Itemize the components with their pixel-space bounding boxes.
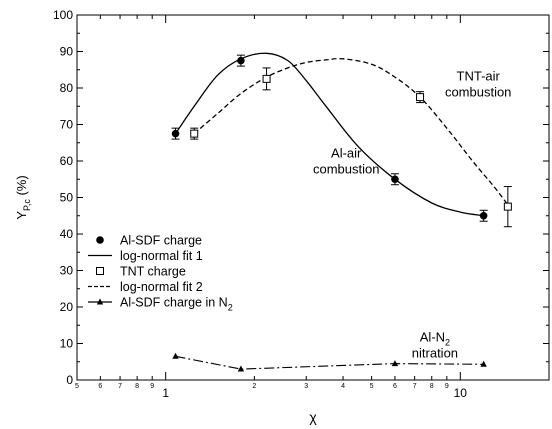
legend-marker (96, 267, 104, 275)
legend-label-text: TNT charge (120, 265, 186, 279)
annotation-line: combustion (313, 161, 379, 176)
y-title-subscript: P,c (22, 199, 32, 211)
x-minor-tick-label: 7 (118, 383, 122, 390)
annotation-line: Al-air (331, 145, 362, 160)
x-minor-tick-label: 8 (430, 383, 434, 390)
x-major-tick-label: 1 (162, 386, 169, 400)
annotation-text: Al-N2 (420, 330, 450, 348)
y-tick-label: 0 (66, 373, 73, 387)
annotation-text: combustion (313, 161, 379, 176)
annotation-line: TNT-air (457, 69, 501, 84)
y-tick-label: 40 (60, 227, 74, 241)
y-tick-label: 60 (60, 154, 74, 168)
x-axis: 1 10 5 6 7 8 9 2 3 4 5 6 7 8 9 (75, 15, 550, 400)
annotations: TNT-aircombustionAl-aircombustionAl-N2ni… (313, 69, 511, 361)
fit-curves (174, 52, 509, 370)
x-axis-title: χ (309, 409, 317, 425)
y-tick-label: 50 (60, 191, 74, 205)
x-minor-tick-label: 2 (252, 383, 256, 390)
data-point-filled-triangle (237, 365, 245, 372)
x-minor-tick-label: 3 (304, 383, 308, 390)
data-point-filled-circle (237, 56, 245, 65)
data-markers (171, 54, 512, 372)
data-point-open-square (503, 202, 512, 211)
y-tick-label: 100 (53, 8, 73, 22)
data-point-filled-triangle (480, 360, 487, 367)
x-minor-tick-label: 5 (370, 383, 374, 390)
data-point-filled-triangle (172, 352, 179, 359)
series-line-dashed (193, 57, 509, 206)
data-point-filled-triangle (391, 360, 399, 367)
y-axis: 0 10 20 30 40 50 60 70 80 90 100 (53, 8, 549, 387)
y-tick-label: 90 (60, 45, 74, 59)
legend-label-text: log-normal fit 1 (120, 249, 203, 263)
legend-label: TNT charge (120, 265, 186, 279)
legend-label: log-normal fit 2 (120, 280, 203, 294)
data-point-filled-circle (479, 211, 488, 220)
x-minor-tick-label: 4 (341, 383, 345, 390)
data-point-filled-circle (391, 175, 399, 184)
annotation-line: nitration (412, 346, 458, 361)
legend-label: Al-SDF charge in N2 (120, 296, 233, 313)
x-minor-tick-label: 9 (150, 383, 154, 390)
annotation-subscript: 2 (445, 338, 450, 348)
y-axis-title: YP,c (%) (14, 175, 32, 219)
annotation-text: nitration (412, 346, 458, 361)
annotation-text: TNT-air (457, 69, 501, 84)
legend-label: Al-SDF charge (120, 234, 202, 248)
y-tick-label: 80 (60, 81, 74, 95)
y-tick-label: 20 (60, 300, 74, 314)
annotation-text: combustion (445, 85, 511, 100)
annotation-line: Al-N (420, 330, 445, 345)
data-point-open-square (190, 129, 199, 138)
legend-label-subscript: 2 (228, 303, 233, 313)
data-point-open-square (416, 93, 425, 102)
legend-label-text: Al-SDF charge in N (120, 296, 228, 310)
annotation-line: combustion (445, 85, 511, 100)
x-major-tick-label: 10 (454, 386, 468, 400)
y-title-unit: (%) (14, 175, 29, 199)
x-minor-tick-label: 6 (393, 383, 397, 390)
y-tick-label: 30 (60, 264, 74, 278)
x-minor-tick-label: 6 (98, 383, 102, 390)
x-minor-tick-label: 9 (445, 383, 449, 390)
data-point-open-square (262, 74, 271, 83)
series-line-n2 (175, 355, 484, 370)
legend-label: log-normal fit 1 (120, 249, 203, 263)
x-minor-tick-label: 7 (413, 383, 417, 390)
x-minor-tick-label: 5 (75, 383, 79, 390)
x-minor-tick-label: 8 (135, 383, 139, 390)
y-tick-label: 10 (60, 337, 74, 351)
data-point-filled-circle (171, 129, 180, 138)
annotation-text: Al-air (331, 145, 362, 160)
legend-marker (96, 298, 104, 305)
series-line-solid (174, 52, 484, 217)
y-title-main: Y (14, 211, 29, 220)
legend-label-text: Al-SDF charge (120, 234, 202, 248)
y-tick-label: 70 (60, 118, 74, 132)
legend-marker (96, 236, 104, 244)
legend-label-text: log-normal fit 2 (120, 280, 203, 294)
